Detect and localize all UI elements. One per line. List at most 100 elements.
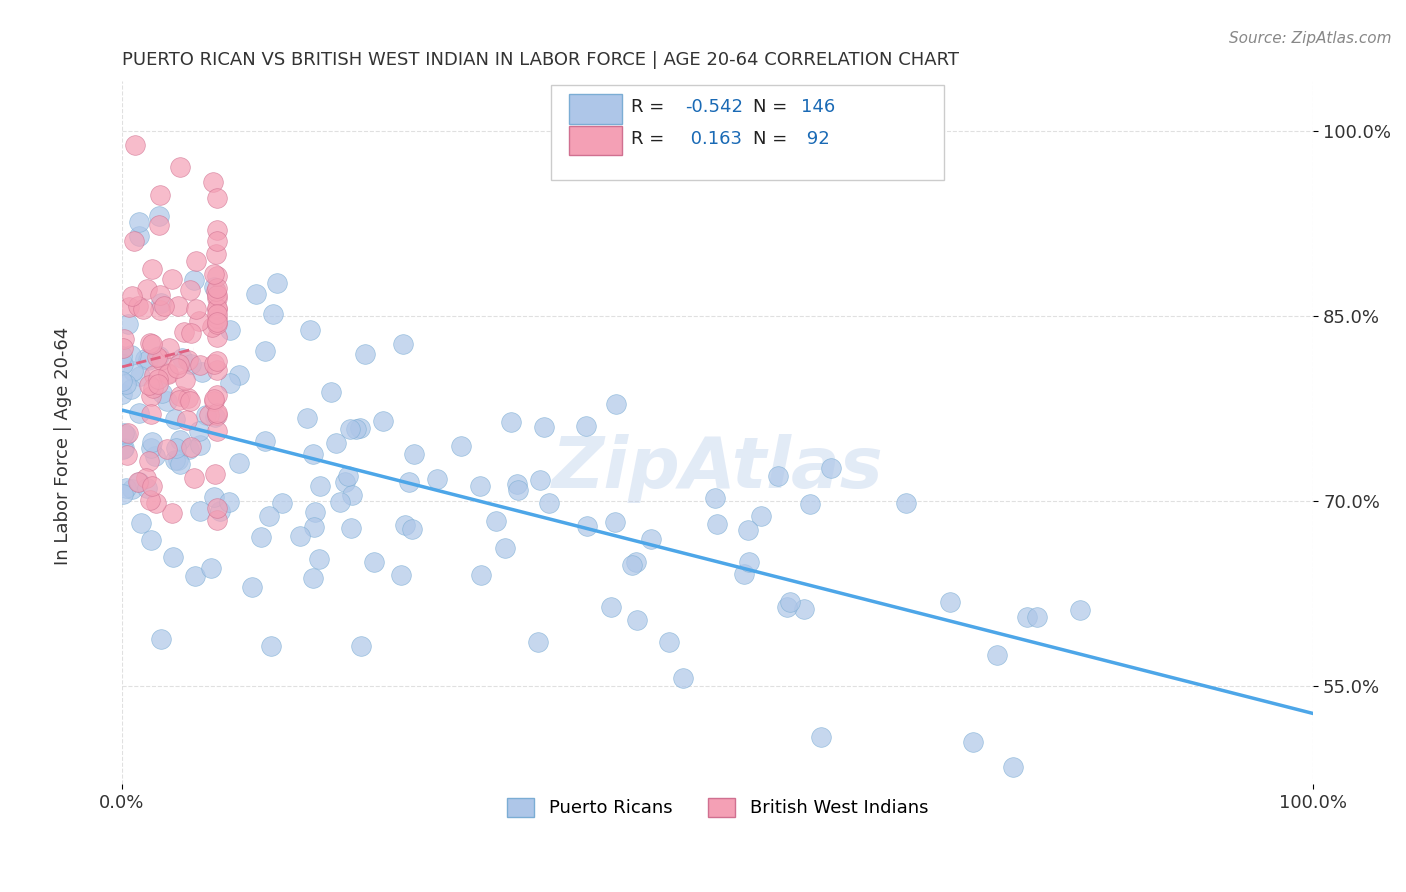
- British West Indians: [150, 353, 173, 368]
- British West Indians: [139, 492, 162, 507]
- Puerto Ricans: [115, 428, 138, 442]
- Puerto Ricans: [820, 461, 842, 475]
- Puerto Ricans: [149, 296, 172, 310]
- Puerto Ricans: [344, 422, 367, 436]
- Puerto Ricans: [640, 532, 662, 546]
- Puerto Ricans: [1069, 603, 1091, 617]
- British West Indians: [127, 475, 149, 489]
- British West Indians: [138, 454, 160, 468]
- Puerto Ricans: [766, 469, 789, 483]
- British West Indians: [205, 285, 228, 299]
- British West Indians: [118, 300, 141, 314]
- Puerto Ricans: [394, 518, 416, 533]
- British West Indians: [176, 413, 198, 427]
- Puerto Ricans: [111, 487, 134, 501]
- Puerto Ricans: [605, 397, 627, 411]
- FancyBboxPatch shape: [569, 94, 623, 123]
- British West Indians: [198, 408, 221, 422]
- British West Indians: [124, 138, 146, 153]
- British West Indians: [121, 288, 143, 302]
- Puerto Ricans: [299, 322, 322, 336]
- British West Indians: [146, 350, 169, 364]
- British West Indians: [166, 361, 188, 376]
- British West Indians: [141, 337, 163, 351]
- Puerto Ricans: [749, 509, 772, 524]
- Puerto Ricans: [621, 558, 644, 573]
- British West Indians: [141, 389, 163, 403]
- Puerto Ricans: [738, 555, 761, 569]
- Puerto Ricans: [128, 475, 150, 490]
- Text: N =: N =: [754, 130, 793, 148]
- Puerto Ricans: [1017, 609, 1039, 624]
- British West Indians: [177, 391, 200, 405]
- British West Indians: [160, 272, 183, 286]
- Puerto Ricans: [706, 516, 728, 531]
- British West Indians: [127, 299, 149, 313]
- Puerto Ricans: [398, 475, 420, 489]
- Puerto Ricans: [373, 414, 395, 428]
- British West Indians: [207, 424, 229, 438]
- Puerto Ricans: [188, 437, 211, 451]
- British West Indians: [207, 281, 229, 295]
- Puerto Ricans: [218, 495, 240, 509]
- Puerto Ricans: [506, 476, 529, 491]
- British West Indians: [207, 301, 229, 316]
- Puerto Ricans: [599, 599, 621, 614]
- Text: 0.163: 0.163: [686, 130, 742, 148]
- British West Indians: [176, 352, 198, 367]
- British West Indians: [207, 317, 229, 331]
- British West Indians: [174, 373, 197, 387]
- British West Indians: [207, 311, 229, 326]
- Text: -0.542: -0.542: [686, 98, 744, 116]
- British West Indians: [149, 288, 172, 302]
- Puerto Ricans: [962, 735, 984, 749]
- Puerto Ricans: [156, 394, 179, 409]
- Puerto Ricans: [141, 533, 163, 547]
- Puerto Ricans: [169, 434, 191, 448]
- Puerto Ricans: [183, 273, 205, 287]
- FancyBboxPatch shape: [551, 85, 943, 180]
- Puerto Ricans: [228, 456, 250, 470]
- Puerto Ricans: [1001, 760, 1024, 774]
- Puerto Ricans: [1025, 610, 1047, 624]
- British West Indians: [169, 388, 191, 402]
- Puerto Ricans: [576, 518, 599, 533]
- British West Indians: [188, 314, 211, 328]
- British West Indians: [207, 408, 229, 422]
- British West Indians: [148, 372, 170, 386]
- Puerto Ricans: [494, 541, 516, 555]
- Puerto Ricans: [245, 287, 267, 301]
- Puerto Ricans: [121, 483, 143, 497]
- Puerto Ricans: [262, 307, 284, 321]
- Puerto Ricans: [120, 382, 142, 396]
- British West Indians: [173, 325, 195, 339]
- British West Indians: [143, 368, 166, 382]
- British West Indians: [122, 234, 145, 248]
- Puerto Ricans: [704, 491, 727, 506]
- Puerto Ricans: [349, 421, 371, 435]
- Puerto Ricans: [302, 571, 325, 585]
- Puerto Ricans: [259, 640, 281, 654]
- Puerto Ricans: [141, 434, 163, 449]
- British West Indians: [146, 376, 169, 391]
- British West Indians: [141, 407, 163, 421]
- British West Indians: [179, 393, 201, 408]
- Puerto Ricans: [257, 509, 280, 524]
- Puerto Ricans: [605, 515, 627, 529]
- Puerto Ricans: [148, 210, 170, 224]
- Puerto Ricans: [194, 409, 217, 423]
- Text: PUERTO RICAN VS BRITISH WEST INDIAN IN LABOR FORCE | AGE 20-64 CORRELATION CHART: PUERTO RICAN VS BRITISH WEST INDIAN IN L…: [122, 51, 959, 69]
- Puerto Ricans: [270, 496, 292, 510]
- British West Indians: [152, 299, 174, 313]
- British West Indians: [207, 307, 229, 321]
- Puerto Ricans: [304, 504, 326, 518]
- Puerto Ricans: [136, 481, 159, 495]
- British West Indians: [160, 507, 183, 521]
- British West Indians: [201, 320, 224, 334]
- Puerto Ricans: [115, 376, 138, 391]
- British West Indians: [204, 467, 226, 481]
- British West Indians: [136, 282, 159, 296]
- British West Indians: [132, 301, 155, 316]
- Puerto Ricans: [128, 215, 150, 229]
- British West Indians: [188, 359, 211, 373]
